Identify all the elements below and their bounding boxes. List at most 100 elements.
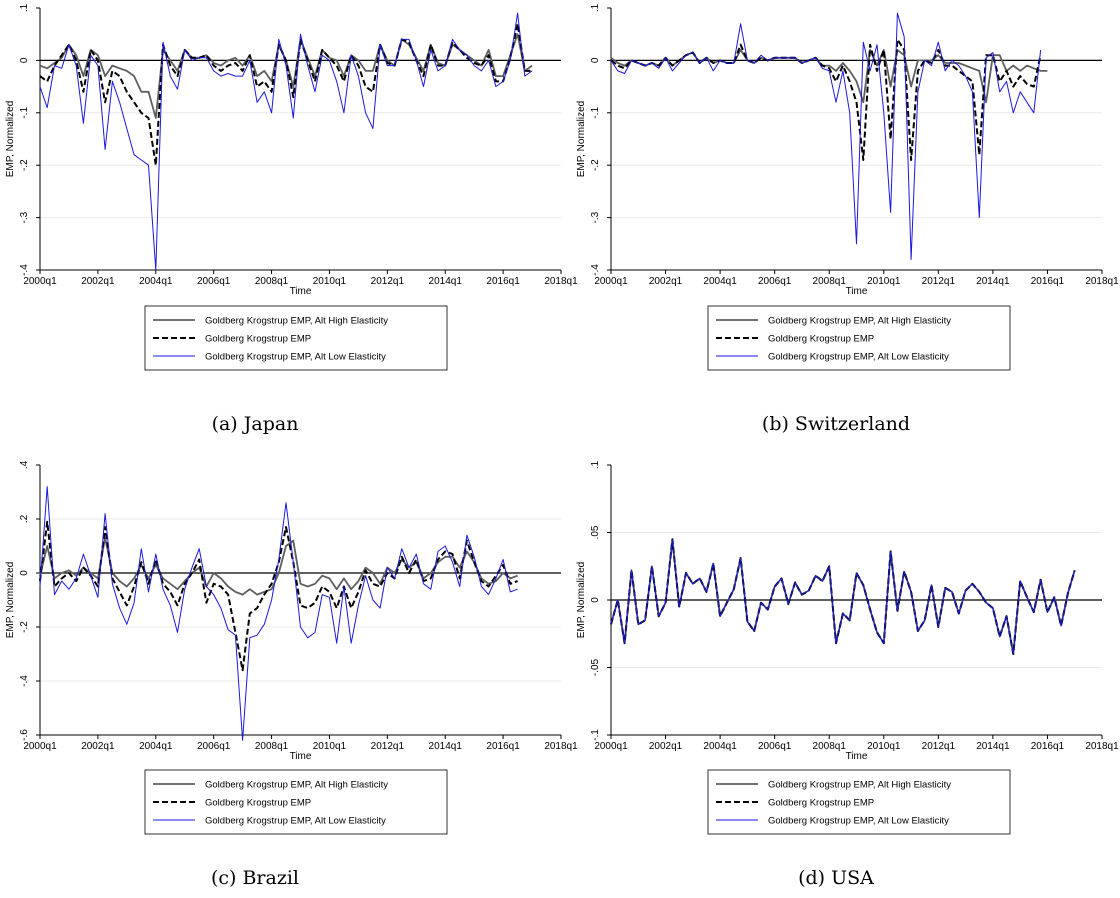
x-tick-label: 2002q1 <box>81 276 115 287</box>
x-tick-label: 2014q1 <box>429 741 463 752</box>
y-tick-label: 0 <box>19 570 30 576</box>
x-tick-label: 2008q1 <box>255 276 289 287</box>
x-tick-label: 2014q1 <box>429 276 463 287</box>
legend-box <box>144 305 448 371</box>
x-tick-label: 2012q1 <box>371 276 405 287</box>
x-axis-title: Time <box>846 286 868 297</box>
y-axis-title: EMP, Normalized <box>576 562 587 639</box>
y-tick-label: -.2 <box>19 621 30 633</box>
x-tick-label: 2016q1 <box>1031 276 1065 287</box>
x-tick-label: 2014q1 <box>976 741 1010 752</box>
x-tick-label: 2012q1 <box>922 276 956 287</box>
y-tick-label: 0 <box>19 57 30 63</box>
series-line <box>39 486 518 741</box>
y-tick-label: -.2 <box>19 159 30 171</box>
series-line <box>39 22 533 167</box>
series-line <box>39 537 518 596</box>
y-axis-title: EMP, Normalized <box>5 562 16 639</box>
legend: Goldberg Krogstrup EMP, Alt High Elastic… <box>144 305 448 371</box>
y-tick-label: -.6 <box>19 729 30 741</box>
x-tick-label: 2012q1 <box>922 741 956 752</box>
x-tick-label: 2018q1 <box>544 276 578 287</box>
x-tick-label: 2002q1 <box>649 276 683 287</box>
legend-label: Goldberg Krogstrup EMP <box>205 334 311 345</box>
x-tick-label: 2000q1 <box>594 276 628 287</box>
legend-label: Goldberg Krogstrup EMP, Alt High Elastic… <box>768 316 951 327</box>
x-tick-label: 2010q1 <box>313 741 347 752</box>
y-tick-label: .4 <box>19 460 30 469</box>
panel-caption: (a) Japan <box>212 413 299 435</box>
x-tick-label: 2000q1 <box>23 276 57 287</box>
x-tick-label: 2010q1 <box>313 276 347 287</box>
legend-label: Goldberg Krogstrup EMP, Alt High Elastic… <box>205 316 388 327</box>
x-tick-label: 2000q1 <box>594 741 628 752</box>
x-tick-label: 2014q1 <box>976 276 1010 287</box>
legend: Goldberg Krogstrup EMP, Alt High Elastic… <box>144 769 448 835</box>
x-tick-label: 2018q1 <box>1085 276 1119 287</box>
x-tick-label: 2010q1 <box>867 276 901 287</box>
y-tick-label: 0 <box>590 57 601 63</box>
legend-label: Goldberg Krogstrup EMP <box>768 798 874 809</box>
y-tick-label: -.3 <box>19 211 30 223</box>
legend: Goldberg Krogstrup EMP, Alt High Elastic… <box>707 769 1011 835</box>
legend-label: Goldberg Krogstrup EMP, Alt High Elastic… <box>205 780 388 791</box>
y-tick-label: -.1 <box>19 107 30 119</box>
y-tick-label: -.4 <box>19 264 30 276</box>
legend-label: Goldberg Krogstrup EMP, Alt Low Elastici… <box>768 816 949 827</box>
legend-label: Goldberg Krogstrup EMP, Alt Low Elastici… <box>768 352 949 363</box>
y-tick-label: -.4 <box>590 264 601 276</box>
y-tick-label: -.05 <box>590 658 601 676</box>
x-tick-label: 2012q1 <box>371 741 405 752</box>
series-line <box>610 538 1076 655</box>
panel-caption: (d) USA <box>798 867 874 889</box>
y-axis-title: EMP, Normalized <box>5 101 16 178</box>
panel-caption: (b) Switzerland <box>762 413 910 435</box>
x-tick-label: 2002q1 <box>81 741 115 752</box>
x-tick-label: 2010q1 <box>867 741 901 752</box>
y-tick-label: -.4 <box>19 675 30 687</box>
legend-label: Goldberg Krogstrup EMP, Alt High Elastic… <box>768 780 951 791</box>
legend-box <box>707 305 1011 371</box>
legend-box <box>707 769 1011 835</box>
x-tick-label: 2018q1 <box>1085 741 1119 752</box>
y-tick-label: .1 <box>590 3 601 12</box>
x-tick-label: 2000q1 <box>23 741 57 752</box>
x-axis-title: Time <box>290 751 312 762</box>
x-tick-label: 2006q1 <box>758 276 792 287</box>
series-line <box>610 538 1076 655</box>
y-tick-label: -.1 <box>590 729 601 741</box>
x-tick-label: 2004q1 <box>139 741 173 752</box>
legend-box <box>144 769 448 835</box>
series-line <box>610 49 1048 104</box>
legend: Goldberg Krogstrup EMP, Alt High Elastic… <box>707 305 1011 371</box>
series-line <box>39 33 533 119</box>
y-tick-label: -.3 <box>590 211 601 223</box>
legend-label: Goldberg Krogstrup EMP <box>768 334 874 345</box>
legend-label: Goldberg Krogstrup EMP <box>205 798 311 809</box>
series-line <box>39 12 533 271</box>
x-tick-label: 2008q1 <box>813 276 847 287</box>
x-axis-title: Time <box>290 286 312 297</box>
series-line <box>610 38 1042 161</box>
y-tick-label: -.2 <box>590 159 601 171</box>
x-tick-label: 2004q1 <box>703 741 737 752</box>
x-tick-label: 2018q1 <box>544 741 578 752</box>
x-tick-label: 2008q1 <box>255 741 289 752</box>
y-tick-label: .05 <box>590 525 601 539</box>
x-tick-label: 2006q1 <box>758 741 792 752</box>
y-tick-label: 0 <box>590 597 601 603</box>
x-tick-label: 2004q1 <box>703 276 737 287</box>
x-tick-label: 2016q1 <box>486 276 520 287</box>
series-line <box>39 520 518 672</box>
x-axis-title: Time <box>846 751 868 762</box>
y-tick-label: .1 <box>590 460 601 469</box>
legend-label: Goldberg Krogstrup EMP, Alt Low Elastici… <box>205 352 386 363</box>
x-tick-label: 2008q1 <box>813 741 847 752</box>
x-tick-label: 2004q1 <box>139 276 173 287</box>
y-tick-label: -.1 <box>590 107 601 119</box>
x-tick-label: 2002q1 <box>649 741 683 752</box>
